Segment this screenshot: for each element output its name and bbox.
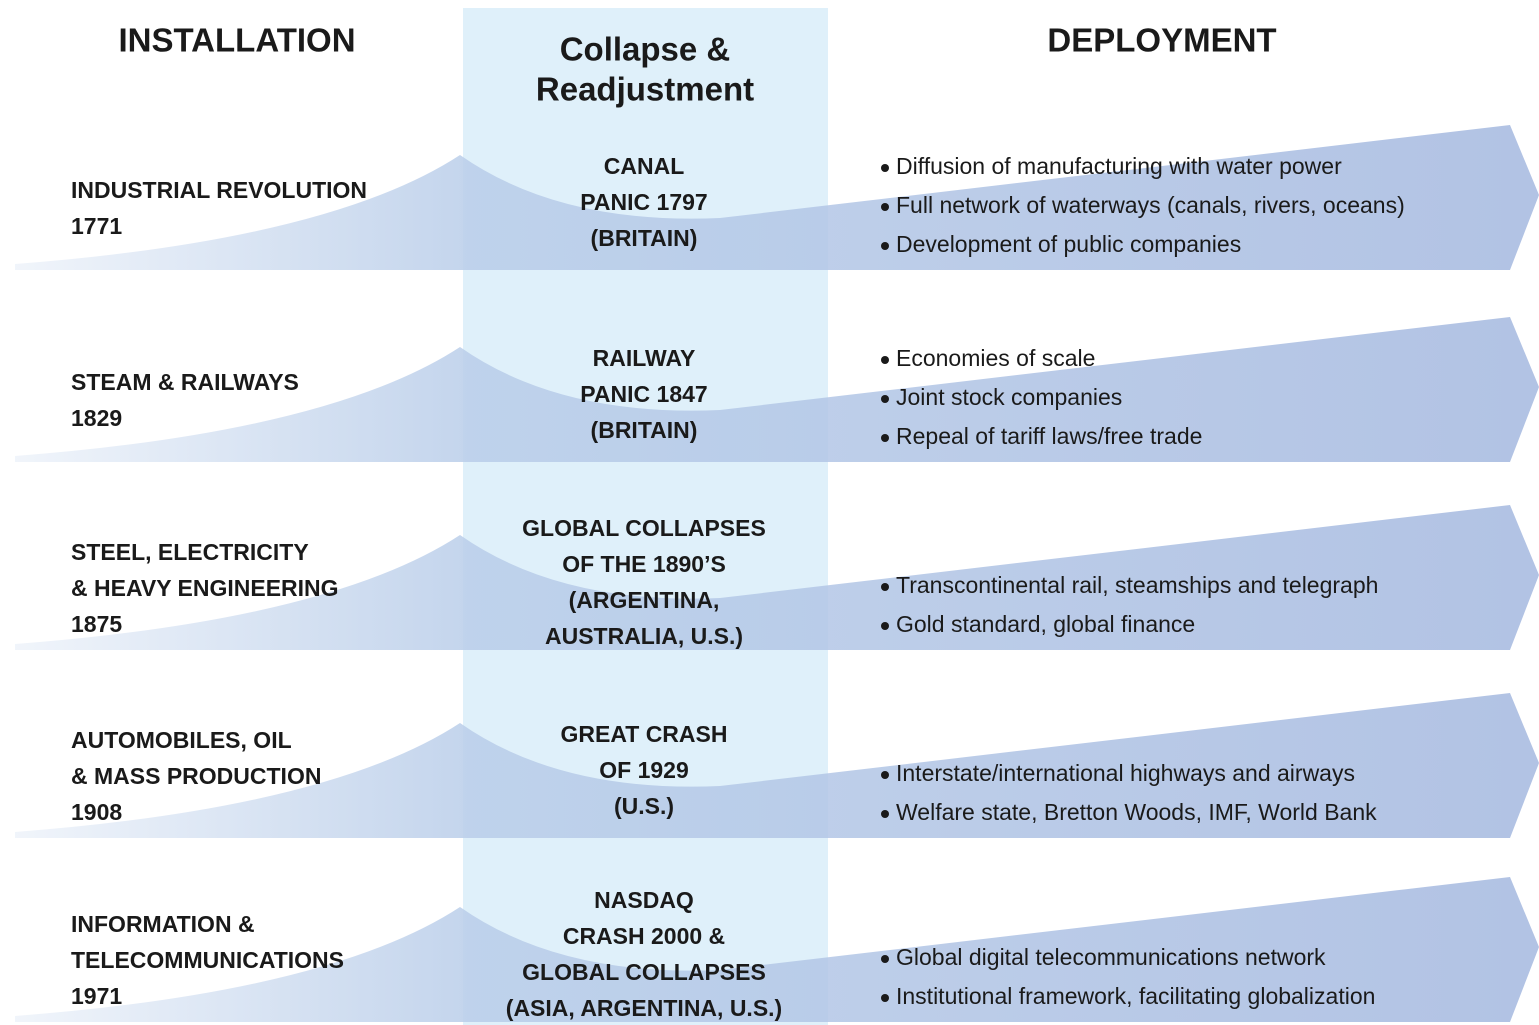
bullet: [881, 955, 889, 963]
installation-label: 1771: [71, 213, 122, 239]
bullet: [881, 356, 889, 364]
wave-arrow: [15, 877, 1539, 1022]
collapse-label: OF 1929: [599, 757, 689, 783]
collapse-label: CRASH 2000 &: [563, 923, 725, 949]
collapse-label: GREAT CRASH: [561, 721, 728, 747]
bullet: [881, 395, 889, 403]
deployment-item: Full network of waterways (canals, river…: [896, 192, 1405, 218]
bullet: [881, 242, 889, 250]
deployment-item: Development of public companies: [896, 231, 1241, 257]
deployment-item: Global digital telecommunications networ…: [896, 944, 1326, 970]
collapse-header: Collapse &: [560, 31, 731, 68]
wave-arrow: [15, 125, 1539, 270]
bullet: [881, 622, 889, 630]
installation-label: INDUSTRIAL REVOLUTION: [71, 177, 367, 203]
deployment-item: Welfare state, Bretton Woods, IMF, World…: [896, 799, 1377, 825]
installation-label: TELECOMMUNICATIONS: [71, 947, 344, 973]
collapse-label: PANIC 1847: [580, 381, 707, 407]
installation-label: STEEL, ELECTRICITY: [71, 539, 309, 565]
wave-arrow: [15, 505, 1539, 650]
installation-label: 1908: [71, 799, 122, 825]
collapse-label: (ASIA, ARGENTINA, U.S.): [506, 995, 782, 1021]
bullet: [881, 164, 889, 172]
wave-arrow: [15, 317, 1539, 462]
bullet: [881, 583, 889, 591]
collapse-label: OF THE 1890’S: [562, 551, 726, 577]
installation-label: 1875: [71, 611, 122, 637]
bullet: [881, 994, 889, 1002]
deployment-item: Joint stock companies: [896, 384, 1122, 410]
installation-label: & HEAVY ENGINEERING: [71, 575, 339, 601]
collapse-label: NASDAQ: [594, 887, 694, 913]
wave-arrow: [15, 693, 1539, 838]
collapse-label: RAILWAY: [593, 345, 696, 371]
installation-label: & MASS PRODUCTION: [71, 763, 321, 789]
collapse-band: [463, 8, 828, 1025]
collapse-label: (ARGENTINA,: [569, 587, 720, 613]
deployment-item: Repeal of tariff laws/free trade: [896, 423, 1202, 449]
bullet: [881, 771, 889, 779]
installation-header: INSTALLATION: [118, 22, 355, 59]
deployment-item: Interstate/international highways and ai…: [896, 760, 1355, 786]
deployment-item: Gold standard, global finance: [896, 611, 1195, 637]
collapse-label: GLOBAL COLLAPSES: [522, 959, 766, 985]
collapse-label: GLOBAL COLLAPSES: [522, 515, 766, 541]
collapse-header: Readjustment: [536, 71, 754, 108]
collapse-label: (BRITAIN): [591, 225, 698, 251]
deployment-item: Diffusion of manufacturing with water po…: [896, 153, 1342, 179]
bullet: [881, 810, 889, 818]
deployment-item: Institutional framework, facilitating gl…: [896, 983, 1375, 1009]
installation-label: INFORMATION &: [71, 911, 255, 937]
installation-label: AUTOMOBILES, OIL: [71, 727, 292, 753]
collapse-label: (U.S.): [614, 793, 674, 819]
bullet: [881, 434, 889, 442]
bullet: [881, 203, 889, 211]
installation-label: 1971: [71, 983, 122, 1009]
deployment-item: Economies of scale: [896, 345, 1095, 371]
installation-label: STEAM & RAILWAYS: [71, 369, 299, 395]
collapse-label: CANAL: [604, 153, 685, 179]
deployment-item: Transcontinental rail, steamships and te…: [896, 572, 1378, 598]
deployment-header: DEPLOYMENT: [1047, 22, 1276, 59]
collapse-label: (BRITAIN): [591, 417, 698, 443]
collapse-label: PANIC 1797: [580, 189, 707, 215]
installation-label: 1829: [71, 405, 122, 431]
collapse-label: AUSTRALIA, U.S.): [545, 623, 743, 649]
